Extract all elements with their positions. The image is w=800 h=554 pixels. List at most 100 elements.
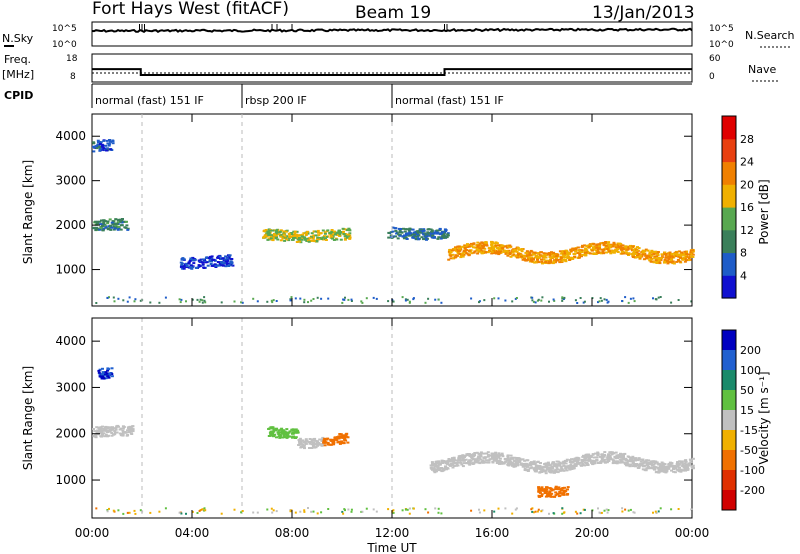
power-cell [98, 228, 102, 231]
power-cell [292, 237, 295, 240]
velocity-cell [437, 463, 441, 466]
power-cell [403, 230, 407, 233]
velocity-cell [621, 507, 624, 510]
velocity-cell [133, 509, 136, 512]
velocity-cell [444, 466, 448, 469]
velocity-cell [669, 462, 673, 465]
power-cell [446, 232, 450, 235]
power-cell [182, 265, 186, 268]
velocity-cell [610, 451, 614, 454]
power-cell [231, 264, 235, 267]
velocity-cell [616, 457, 620, 459]
velocity-cell [341, 510, 344, 513]
velocity-cell [139, 509, 142, 512]
power-cell [622, 246, 626, 249]
velocity-cell [479, 458, 483, 461]
velocity-cell [531, 507, 534, 510]
power-cell [463, 244, 467, 247]
velocity-cell [437, 460, 441, 463]
velocity-cell [610, 452, 614, 455]
velocity-cell [606, 455, 610, 458]
power-cell [117, 225, 121, 228]
velocity-cell [486, 453, 490, 456]
velocity-cell [104, 425, 108, 428]
velocity-cell [500, 452, 504, 455]
power-cell [321, 229, 325, 232]
power-cell [621, 300, 624, 302]
velocity-cell [201, 508, 204, 511]
power-cell [644, 257, 648, 260]
velocity-cell [114, 431, 117, 434]
velocity-cell [680, 461, 684, 464]
velocity-colorbar-swatch [722, 350, 736, 371]
power-cell [456, 248, 459, 251]
power-cell [561, 256, 565, 259]
power-cell [303, 238, 307, 241]
power-colorbar-tick: 4 [740, 269, 747, 282]
velocity-cell [523, 467, 527, 470]
power-cell [281, 235, 285, 238]
velocity-cell [537, 508, 540, 511]
power-cell [676, 258, 680, 261]
velocity-cell [455, 464, 458, 467]
power-cell [338, 233, 342, 236]
power-cell [202, 258, 206, 261]
power-cell [478, 247, 482, 250]
power-cell [542, 252, 546, 255]
velocity-cell [141, 510, 144, 513]
velocity-cell [658, 463, 662, 466]
velocity-cell [299, 440, 303, 443]
velocity-cell [448, 460, 452, 463]
velocity-cell [271, 427, 274, 429]
power-cell [102, 222, 106, 225]
velocity-cell [95, 426, 99, 429]
power-cell [111, 223, 115, 226]
y-tick-label: 4000 [55, 334, 86, 348]
power-cell [219, 257, 223, 260]
velocity-cell [525, 463, 529, 466]
velocity-cell [452, 465, 456, 467]
velocity-cell [455, 463, 459, 465]
velocity-colorbar-swatch [722, 430, 736, 451]
velocity-cell [525, 468, 529, 471]
velocity-cell [665, 468, 669, 471]
power-cell [523, 257, 527, 260]
power-cell [515, 256, 519, 259]
power-cell [631, 252, 635, 255]
velocity-cell [630, 460, 634, 463]
velocity-cell [424, 508, 427, 511]
power-cell [559, 256, 563, 259]
power-cell [654, 298, 657, 301]
velocity-cell [629, 508, 632, 511]
power-cell [465, 249, 469, 252]
velocity-cell [275, 436, 278, 439]
power-cell [631, 245, 635, 248]
velocity-cell [598, 511, 601, 514]
velocity-cell [97, 426, 101, 429]
power-cell [478, 242, 482, 245]
velocity-cell [634, 463, 638, 466]
velocity-cell [624, 458, 628, 461]
power-cell [98, 220, 102, 223]
power-cell [610, 250, 614, 253]
velocity-cell [482, 456, 486, 459]
velocity-cell [544, 489, 548, 492]
velocity-cell [565, 469, 569, 472]
power-cell [417, 237, 421, 240]
velocity-cell [108, 507, 110, 510]
power-cell [574, 250, 578, 253]
velocity-cell [149, 511, 152, 514]
power-cell [533, 256, 537, 259]
velocity-cell [299, 441, 303, 444]
velocity-cell [103, 435, 107, 438]
velocity-cell [445, 466, 449, 469]
power-cell [525, 250, 529, 253]
power-cell [663, 253, 667, 256]
velocity-cell [466, 453, 470, 456]
power-cell [580, 253, 584, 256]
velocity-cell [100, 430, 104, 432]
velocity-cell [608, 455, 612, 457]
power-cell [606, 301, 609, 304]
power-cell [490, 242, 494, 245]
power-cell [266, 231, 270, 234]
